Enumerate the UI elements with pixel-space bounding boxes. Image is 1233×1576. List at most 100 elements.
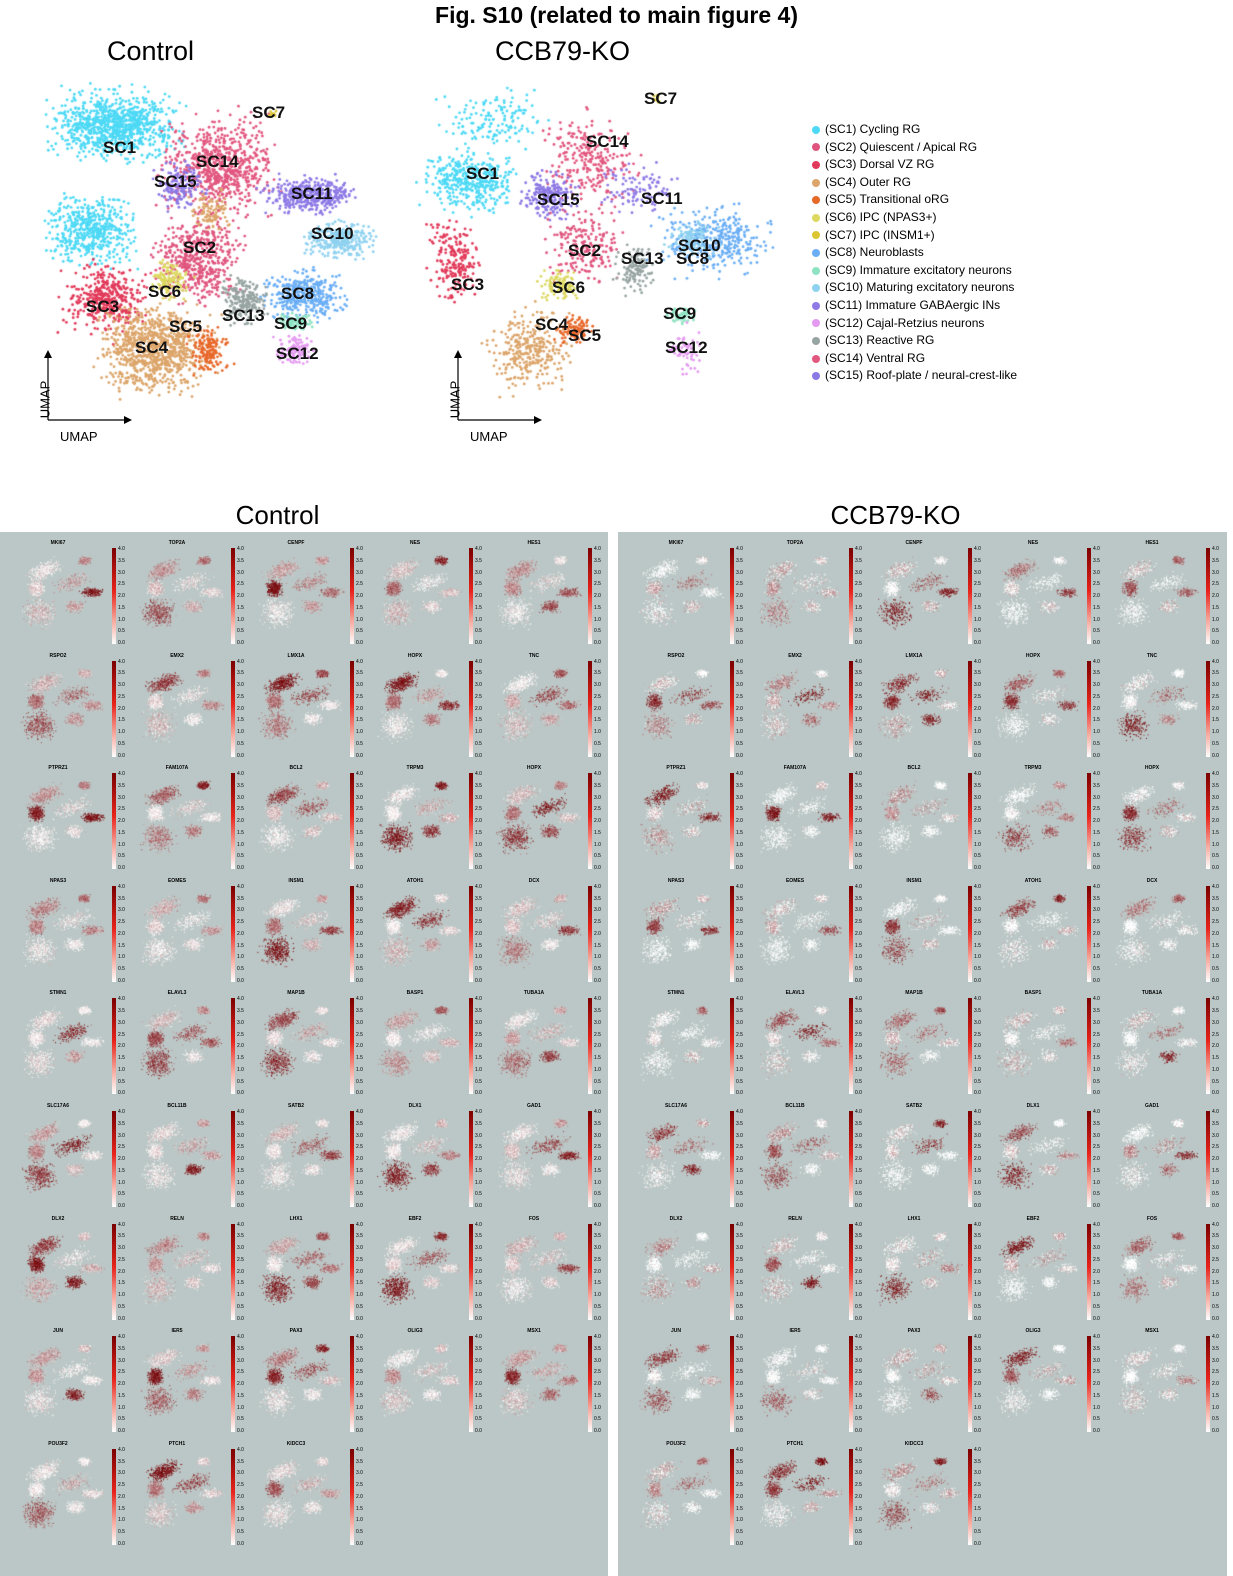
gene-name: CENPF [905,540,923,546]
colorbar-tick: 3.0 [1212,794,1219,801]
colorbar [968,1448,972,1545]
colorbar-tick: 3.5 [855,1120,862,1127]
colorbar-tick: 0.5 [475,1078,482,1085]
colorbar-tick: 1.5 [594,942,601,949]
colorbar-tick: 4.0 [1212,1334,1219,1341]
colorbar-tick: 4.0 [736,883,743,890]
feature-plot-atoh1: ATOH1 4.0 3.5 3.0 2.5 2.0 1.5 1.0 0.5 0.0 [983,876,1101,988]
gene-name: ELAVL3 [167,990,187,997]
colorbar-tick: 2.0 [974,818,981,825]
colorbar-tick: 1.5 [118,1392,125,1399]
feature-umap [490,1111,586,1209]
colorbar-tick: 3.0 [356,682,363,689]
feature-plot-nes: NES 4.0 3.5 3.0 2.5 2.0 1.5 1.0 0.5 0.0 [983,538,1101,650]
colorbar-tick: 0.5 [855,966,862,973]
colorbar-tick: 0.0 [118,1540,125,1547]
feature-plot-cenpf: CENPF 4.0 3.5 3.0 2.5 2.0 1.5 1.0 0.5 0.0 [246,538,364,650]
colorbar-ticks: 4.0 3.5 3.0 2.5 2.0 1.5 1.0 0.5 0.0 [1093,1334,1100,1434]
colorbar-tick: 0.0 [475,1090,482,1097]
colorbar-tick: 1.0 [736,1292,743,1299]
colorbar-tick: 1.5 [118,1167,125,1174]
feature-plot-pax3: PAX3 4.0 3.5 3.0 2.5 2.0 1.5 1.0 0.5 0.0 [864,1326,982,1438]
colorbar-tick: 3.0 [974,1245,981,1252]
colorbar-tick: 1.5 [855,1280,862,1287]
feature-plot-insm1: INSM1 4.0 3.5 3.0 2.5 2.0 1.5 1.0 0.5 0.0 [864,876,982,988]
legend-label: (SC1) Cycling RG [825,122,921,136]
feature-plot-dlx2: DLX2 4.0 3.5 3.0 2.5 2.0 1.5 1.0 0.5 0.0 [626,1214,744,1326]
colorbar-tick: 2.5 [1212,693,1219,700]
control-umap-scatter [30,70,390,450]
legend-item-sc9: (SC9) Immature excitatory neurons [812,262,1017,280]
colorbar-tick: 1.5 [1093,1392,1100,1399]
colorbar-tick: 3.5 [356,670,363,677]
colorbar-ticks: 4.0 3.5 3.0 2.5 2.0 1.5 1.0 0.5 0.0 [1093,1222,1100,1322]
colorbar-tick: 3.5 [475,1233,482,1240]
gene-name: TOP2A [786,540,804,546]
colorbar-tick: 2.5 [237,693,244,700]
colorbar-tick: 3.0 [594,682,601,689]
legend-item-sc12: (SC12) Cajal-Retzius neurons [812,315,1017,333]
colorbar-tick: 1.0 [1093,1292,1100,1299]
colorbar-tick: 0.0 [736,1540,743,1547]
feature-umap [870,885,966,984]
colorbar-tick: 2.0 [1212,1268,1219,1275]
feature-plot-dlx2: DLX2 4.0 3.5 3.0 2.5 2.0 1.5 1.0 0.5 0.0 [8,1214,126,1326]
feature-plot-olig3: OLIG3 4.0 3.5 3.0 2.5 2.0 1.5 1.0 0.5 0.0 [983,1326,1101,1438]
colorbar-tick: 0.0 [356,640,363,646]
colorbar-tick: 4.0 [237,546,244,552]
gene-name: LMX1A [287,652,305,659]
colorbar-tick: 4.0 [237,1446,244,1453]
colorbar-tick: 1.5 [118,717,125,724]
colorbar-tick: 0.5 [356,1416,363,1423]
control-umap-x-label: UMAP [60,429,98,444]
colorbar-tick: 2.5 [356,693,363,700]
feature-plot-ier5: IER5 4.0 3.5 3.0 2.5 2.0 1.5 1.0 0.5 0.0 [127,1326,245,1438]
colorbar-tick: 2.0 [736,1381,743,1388]
colorbar-ticks: 4.0 3.5 3.0 2.5 2.0 1.5 1.0 0.5 0.0 [855,996,862,1096]
colorbar-tick: 2.5 [1093,1144,1100,1151]
colorbar-tick: 4.0 [855,1221,862,1228]
colorbar-tick: 0.0 [855,752,862,759]
legend-item-sc2: (SC2) Quiescent / Apical RG [812,139,1017,157]
colorbar-tick: 0.0 [855,1540,862,1547]
colorbar-tick: 2.5 [736,1482,743,1489]
colorbar-tick: 1.0 [356,1292,363,1299]
colorbar-tick: 0.5 [855,1303,862,1310]
colorbar-tick: 2.0 [974,1493,981,1500]
ko-umap-y-label: UMAP [447,380,463,419]
colorbar [1087,998,1091,1095]
colorbar-tick: 3.5 [475,1008,482,1015]
feature-umap [751,885,847,984]
feature-umap [1108,1336,1204,1435]
colorbar-tick: 0.5 [1212,1416,1219,1423]
colorbar-tick: 1.5 [1093,1280,1100,1287]
gene-name: DLX2 [669,1215,683,1222]
gene-name: FOS [1146,1215,1158,1222]
feature-umap [371,885,467,984]
colorbar-tick: 4.0 [736,1334,743,1341]
ko-label-sc7: SC7 [644,89,678,108]
control-label-sc3: SC3 [86,297,120,316]
feature-plot-cenpf: CENPF 4.0 3.5 3.0 2.5 2.0 1.5 1.0 0.5 0.0 [864,538,982,650]
feature-plot-nes: NES 4.0 3.5 3.0 2.5 2.0 1.5 1.0 0.5 0.0 [365,538,483,650]
colorbar-tick: 1.5 [1212,717,1219,724]
feature-umap [632,660,728,759]
colorbar-tick: 0.5 [736,740,743,747]
colorbar-tick: 1.0 [118,841,125,848]
colorbar-tick: 1.5 [1093,604,1100,611]
colorbar-tick: 0.0 [594,1428,601,1435]
colorbar [968,660,972,757]
legend-dot-icon [812,178,820,187]
gene-name: STMN1 [667,990,685,997]
colorbar-tick: 2.5 [118,919,125,926]
legend-label: (SC3) Dorsal VZ RG [825,157,935,172]
colorbar-tick: 3.5 [974,1120,981,1127]
colorbar-tick: 2.5 [855,919,862,926]
colorbar-tick: 0.5 [356,853,363,860]
colorbar-tick: 1.0 [594,1292,601,1299]
colorbar-tick: 4.0 [1212,996,1219,1003]
colorbar-tick: 3.5 [736,895,743,902]
legend-dot-icon [812,248,820,257]
colorbar-tick: 0.5 [1093,1303,1100,1310]
gene-name: EOMES [167,877,187,884]
